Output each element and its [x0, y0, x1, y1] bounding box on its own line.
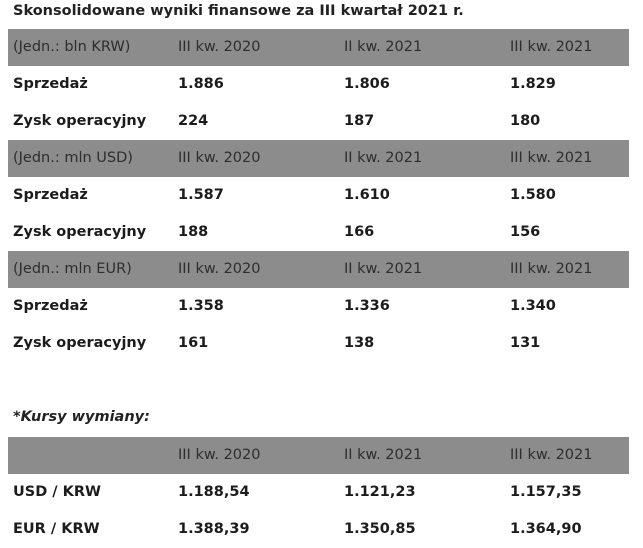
table-cell: 166	[344, 224, 375, 240]
table-row: Sprzedaż 1.587 1.610 1.580	[8, 177, 629, 214]
table-cell: 1.350,85	[344, 521, 416, 537]
table-cell: 1.580	[510, 187, 556, 203]
column-header: II kw. 2021	[344, 150, 423, 166]
table-cell: 180	[510, 113, 541, 129]
column-header: III kw. 2021	[510, 261, 593, 277]
table-cell: 1.806	[344, 76, 390, 92]
row-label: Zysk operacyjny	[13, 224, 147, 240]
column-header: II kw. 2021	[344, 39, 423, 55]
table-header-row: (Jedn.: bln KRW) III kw. 2020 II kw. 202…	[8, 29, 629, 66]
page-title: Skonsolidowane wyniki finansowe za III k…	[13, 3, 464, 19]
row-label: Sprzedaż	[13, 298, 88, 314]
column-header: III kw. 2021	[510, 150, 593, 166]
column-header: III kw. 2020	[178, 447, 261, 463]
exchange-rates-note: *Kursy wymiany:	[13, 409, 150, 425]
table-cell: 156	[510, 224, 541, 240]
row-label: Zysk operacyjny	[13, 113, 147, 129]
row-label: Zysk operacyjny	[13, 335, 147, 351]
table-cell: 1.829	[510, 76, 556, 92]
table-cell: 131	[510, 335, 541, 351]
row-label: Sprzedaż	[13, 187, 88, 203]
unit-label: (Jedn.: bln KRW)	[13, 39, 131, 55]
table-cell: 1.336	[344, 298, 390, 314]
table-cell: 224	[178, 113, 209, 129]
table-row: Sprzedaż 1.886 1.806 1.829	[8, 66, 629, 103]
column-header: III kw. 2021	[510, 447, 593, 463]
row-label: Sprzedaż	[13, 76, 88, 92]
table-row: Zysk operacyjny 224 187 180	[8, 103, 629, 140]
table-row: Sprzedaż 1.358 1.336 1.340	[8, 288, 629, 325]
table-cell: 1.610	[344, 187, 390, 203]
table-cell: 161	[178, 335, 209, 351]
column-header: II kw. 2021	[344, 261, 423, 277]
column-header: III kw. 2020	[178, 261, 261, 277]
table-cell: 1.157,35	[510, 484, 582, 500]
table-cell: 1.358	[178, 298, 224, 314]
table-cell: 188	[178, 224, 209, 240]
unit-label: (Jedn.: mln USD)	[13, 150, 133, 166]
table-header-row: (Jedn.: mln EUR) III kw. 2020 II kw. 202…	[8, 251, 629, 288]
table-cell: 1.121,23	[344, 484, 416, 500]
table-row: Zysk operacyjny 188 166 156	[8, 214, 629, 251]
row-label: USD / KRW	[13, 484, 102, 500]
table-row: EUR / KRW 1.388,39 1.350,85 1.364,90	[8, 511, 629, 548]
column-header: III kw. 2020	[178, 150, 261, 166]
table-header-row: III kw. 2020 II kw. 2021 III kw. 2021	[8, 437, 629, 474]
column-header: III kw. 2020	[178, 39, 261, 55]
table-header-row: (Jedn.: mln USD) III kw. 2020 II kw. 202…	[8, 140, 629, 177]
row-label: EUR / KRW	[13, 521, 100, 537]
table-cell: 1.587	[178, 187, 224, 203]
column-header: II kw. 2021	[344, 447, 423, 463]
table-cell: 138	[344, 335, 375, 351]
table-cell: 1.388,39	[178, 521, 250, 537]
unit-label: (Jedn.: mln EUR)	[13, 261, 132, 277]
column-header: III kw. 2021	[510, 39, 593, 55]
table-row: USD / KRW 1.188,54 1.121,23 1.157,35	[8, 474, 629, 511]
table-cell: 1.886	[178, 76, 224, 92]
table-row: Zysk operacyjny 161 138 131	[8, 325, 629, 362]
table-cell: 1.188,54	[178, 484, 250, 500]
table-cell: 187	[344, 113, 375, 129]
table-cell: 1.364,90	[510, 521, 582, 537]
table-cell: 1.340	[510, 298, 556, 314]
